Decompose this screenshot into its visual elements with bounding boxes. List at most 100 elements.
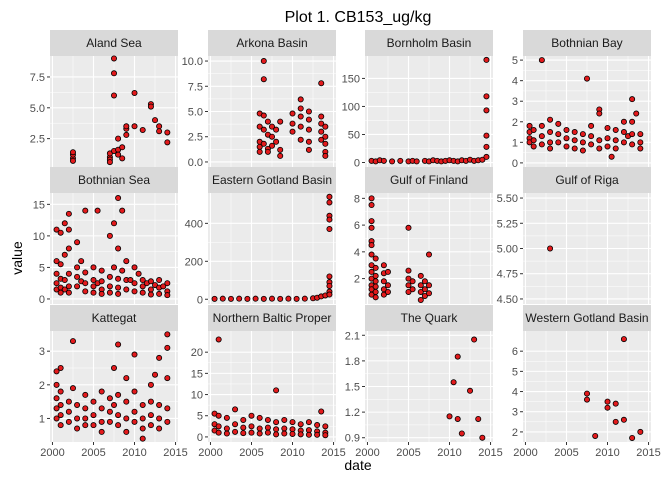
data-point <box>156 425 163 432</box>
data-point <box>147 103 154 110</box>
facet-strip-label: Western Gotland Basin <box>525 311 648 325</box>
data-point <box>115 341 122 348</box>
data-point <box>164 331 171 338</box>
data-point <box>305 419 312 426</box>
data-point <box>65 408 72 415</box>
data-point <box>538 57 545 64</box>
y-tick-label: 4 <box>512 387 518 399</box>
data-point <box>256 414 263 421</box>
data-point <box>281 430 288 437</box>
data-point <box>620 416 627 423</box>
data-point <box>90 398 97 405</box>
data-point <box>629 434 636 441</box>
data-point <box>281 416 288 423</box>
data-point <box>604 135 611 142</box>
data-points <box>526 57 644 160</box>
x-tick-label: 2015 <box>163 447 187 459</box>
facet-strip <box>50 30 178 56</box>
data-point <box>421 286 428 293</box>
facet-strip-label: Eastern Gotland Basin <box>212 173 332 187</box>
data-point <box>211 295 218 302</box>
facet-strip-label: Bothnian Sea <box>78 173 150 187</box>
data-point <box>421 278 428 285</box>
y-tick-label: 0.9 <box>345 433 360 445</box>
y-tick-label: 3 <box>39 346 45 358</box>
y-tick-label: 0.0 <box>188 157 203 169</box>
y-tick-label: 6 <box>354 220 360 232</box>
data-point <box>119 267 126 274</box>
y-tick-label: 10 <box>33 231 45 243</box>
data-point <box>106 232 113 239</box>
data-point <box>322 140 329 147</box>
data-point <box>368 224 375 231</box>
data-point <box>368 262 375 269</box>
data-point <box>612 137 619 144</box>
data-point <box>629 118 636 125</box>
data-point <box>454 353 461 360</box>
data-points <box>53 331 171 442</box>
data-point <box>417 288 424 295</box>
data-point <box>268 142 275 149</box>
data-point <box>277 146 284 153</box>
facet-strip-label: Bornholm Basin <box>387 36 472 50</box>
data-point <box>248 412 255 419</box>
data-point <box>297 123 304 130</box>
data-point <box>612 400 619 407</box>
data-point <box>98 428 105 435</box>
data-point <box>65 289 72 296</box>
data-points <box>211 336 329 439</box>
data-point <box>260 58 267 65</box>
data-point <box>69 149 76 156</box>
data-point <box>417 272 424 279</box>
facet-panel-aland-sea: Aland Sea 2.5 5.0 7.5 <box>30 30 178 167</box>
data-point <box>57 229 64 236</box>
data-point <box>584 396 591 403</box>
data-point <box>256 148 263 155</box>
data-point <box>471 336 478 343</box>
data-points <box>256 58 329 159</box>
data-point <box>123 415 130 422</box>
data-point <box>115 245 122 252</box>
plot-title: Plot 1. CB153_ug/kg <box>285 9 432 26</box>
data-point <box>111 55 118 62</box>
facet-strip <box>523 30 651 56</box>
facet-strip <box>365 30 493 56</box>
data-point <box>131 264 138 271</box>
data-point <box>119 207 126 214</box>
data-point <box>547 145 554 152</box>
data-point <box>384 282 391 289</box>
y-tick-label: 4 <box>512 76 518 88</box>
data-point <box>131 388 138 395</box>
data-point <box>297 421 304 428</box>
y-tick-label: 50 <box>348 129 360 141</box>
data-point <box>156 401 163 408</box>
data-point <box>538 133 545 140</box>
y-tick-label: 5.0 <box>30 103 45 115</box>
data-point <box>115 412 122 419</box>
data-point <box>318 128 325 135</box>
data-point <box>106 418 113 425</box>
data-point <box>264 424 271 431</box>
x-tick-label: 2000 <box>40 447 64 459</box>
data-point <box>571 137 578 144</box>
facet-strip <box>208 305 336 331</box>
data-point <box>65 283 72 290</box>
data-point <box>637 131 644 138</box>
data-point <box>90 289 97 296</box>
data-point <box>368 242 375 249</box>
data-point <box>297 431 304 438</box>
data-point <box>61 286 68 293</box>
x-tick-label: 2005 <box>554 447 578 459</box>
data-point <box>596 145 603 152</box>
x-tick-label: 2000 <box>355 447 379 459</box>
x-tick-label: 2005 <box>81 447 105 459</box>
data-point <box>152 117 159 124</box>
data-point <box>53 270 60 277</box>
data-point <box>637 139 644 146</box>
data-point <box>273 387 280 394</box>
data-point <box>612 418 619 425</box>
data-point <box>139 415 146 422</box>
data-point <box>90 412 97 419</box>
data-point <box>98 418 105 425</box>
data-point <box>69 338 76 345</box>
